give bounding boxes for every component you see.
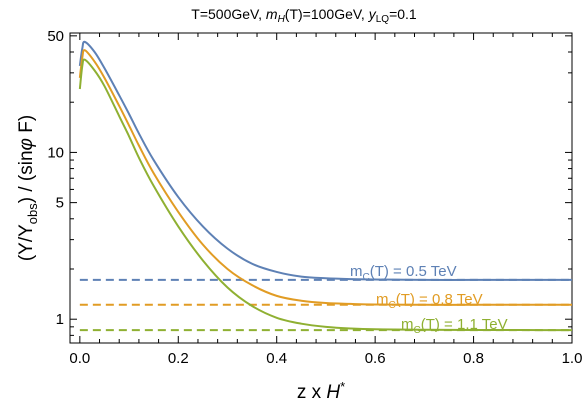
x-tick-label: 0.4 [266,350,287,367]
y-axis-label: (Y/Yobs) / (sinφ F) [16,115,40,261]
series-label-0: mC(T) = 0.5 TeV [350,263,457,283]
series-group [78,40,573,332]
series-label-1: mC(T) = 0.8 TeV [376,291,483,311]
x-tick-labels: 0.0 0.2 0.4 0.6 0.8 1.0 [69,350,582,367]
axis-ticks [70,33,573,343]
series-line-2 [78,58,573,332]
y-tick-label: 1 [56,311,64,328]
x-axis-label: z x H* [297,379,345,403]
series-line-1 [78,49,572,306]
plot-frame [69,32,573,344]
y-tick-label: 5 [56,195,64,212]
x-tick-label: 0.6 [365,350,386,367]
y-tick-labels: 1 5 10 50 [47,28,64,328]
y-tick-label: 10 [47,144,64,161]
series-line-0 [78,40,572,281]
chart-title: T=500GeV, mH(T)=100GeV, yLQ=0.1 [191,6,417,25]
x-tick-label: 0.8 [463,350,484,367]
x-tick-label: 1.0 [562,350,583,367]
y-tick-label: 50 [47,28,64,45]
series-label-2: mC(T) = 1.1 TeV [401,316,508,336]
x-tick-label: 0.0 [69,350,90,367]
x-tick-label: 0.2 [168,350,189,367]
